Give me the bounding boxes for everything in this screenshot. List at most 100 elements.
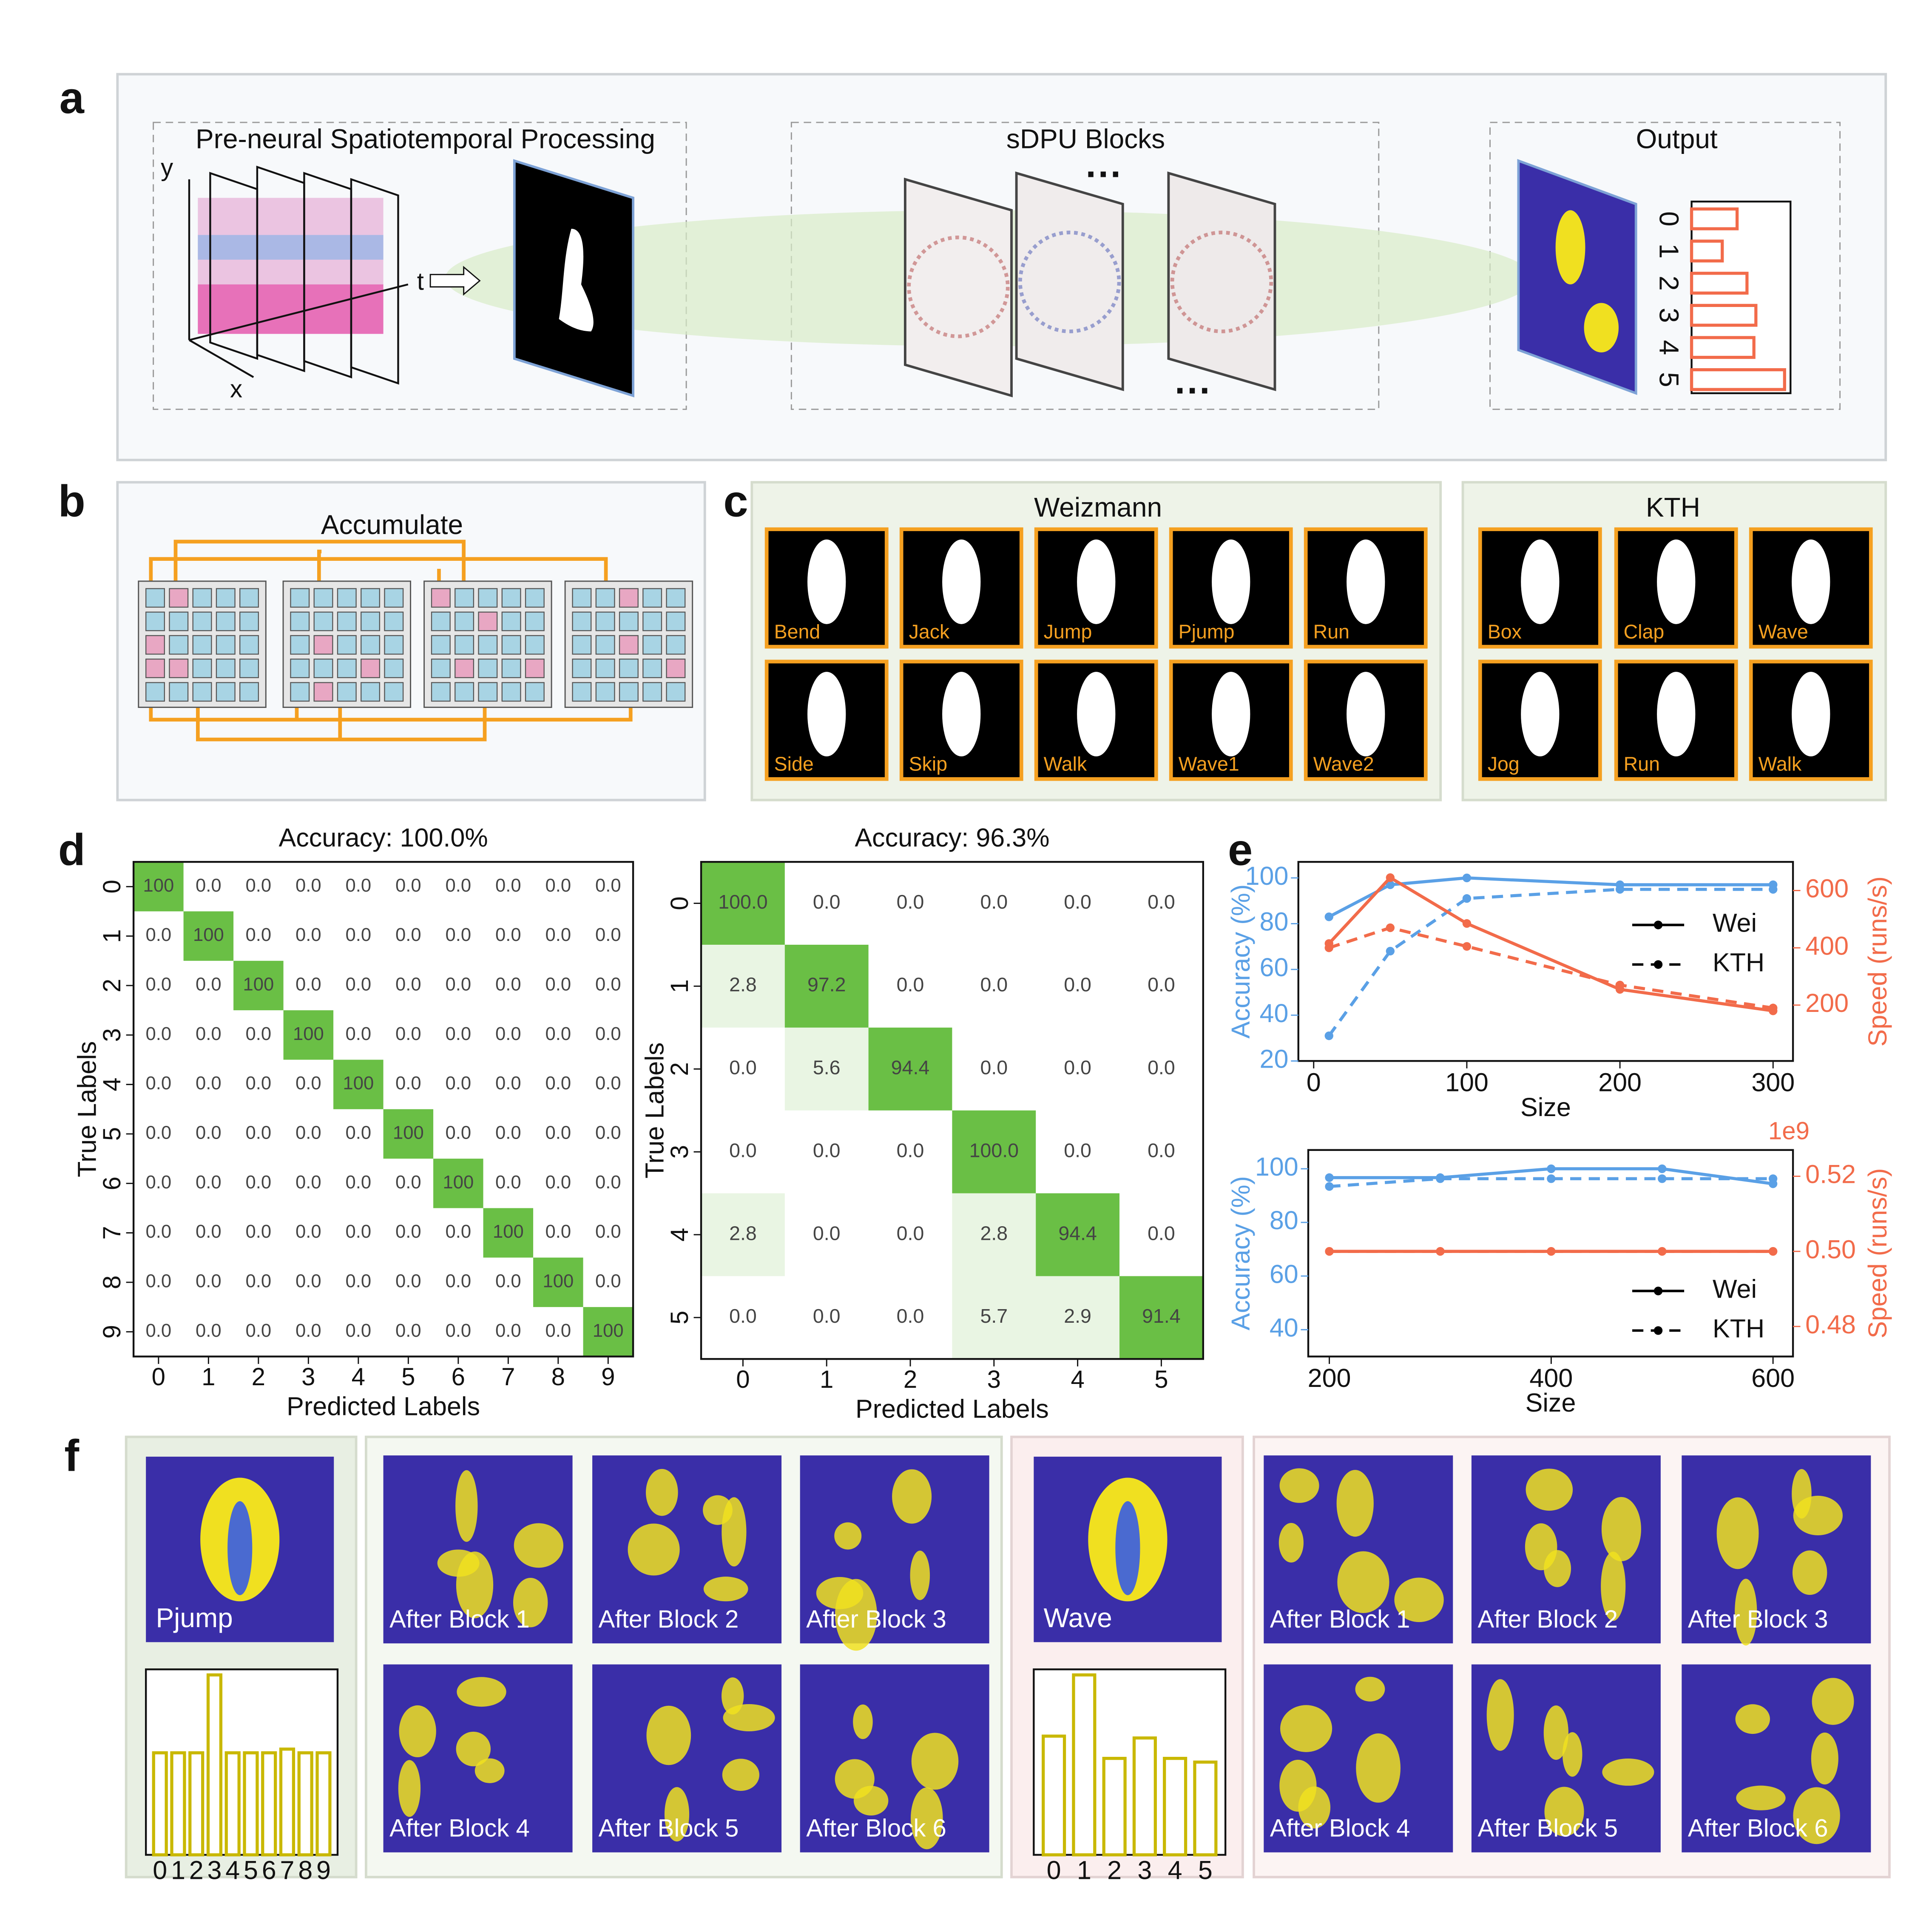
cell-label: 0.0 <box>595 875 621 896</box>
point <box>1325 1247 1334 1256</box>
bar <box>297 1751 313 1857</box>
x-tick-label: 3 <box>987 1366 1001 1393</box>
section-title: Pre-neural Spatiotemporal Processing <box>196 123 655 154</box>
point <box>1386 880 1395 889</box>
cell-label: 0.0 <box>395 1172 421 1193</box>
cell <box>666 588 686 608</box>
cell-label: 0.0 <box>196 1122 222 1143</box>
y-tick-label: 8 <box>98 1276 126 1289</box>
cell-label: 0.0 <box>146 1321 172 1341</box>
x-tick-label: 0 <box>152 1363 165 1391</box>
y-tick-label: 100 <box>1255 1152 1298 1181</box>
cell-label: 94.4 <box>1058 1222 1097 1244</box>
cell <box>216 611 236 631</box>
cell-label: 0.0 <box>446 1271 472 1291</box>
x-tick-label: 2 <box>189 1855 204 1884</box>
silhouette <box>1521 672 1560 757</box>
cell-label: 0.0 <box>495 974 521 994</box>
point <box>1768 1174 1778 1183</box>
cell-label: 100 <box>243 974 274 994</box>
cell <box>384 635 404 655</box>
activation <box>457 1677 506 1707</box>
cell-label: 0.0 <box>446 875 472 896</box>
cell <box>1036 1276 1120 1359</box>
image-label: Wave2 <box>1313 753 1374 775</box>
activation <box>834 1522 862 1550</box>
cell-label: 0.0 <box>595 1172 621 1193</box>
x-tick-label: 6 <box>262 1855 276 1884</box>
point <box>1462 919 1472 928</box>
cell <box>145 611 165 631</box>
cell-label: 0.0 <box>146 974 172 994</box>
cell-label: 100.0 <box>718 891 767 913</box>
class-label: 0 <box>1654 211 1685 227</box>
cell-label: 100 <box>293 1024 324 1044</box>
cell-label: 0.0 <box>980 1057 1008 1079</box>
cell-label: 0.0 <box>196 974 222 994</box>
cell <box>192 682 212 702</box>
cell <box>501 611 521 631</box>
cell <box>361 658 381 678</box>
silhouette-core <box>227 1501 253 1595</box>
legend-dot <box>1653 921 1663 929</box>
cell-label: 0.0 <box>545 1222 571 1242</box>
stage-label: After Block 1 <box>1270 1605 1410 1633</box>
activation <box>1792 1550 1827 1595</box>
cell-label: 0.0 <box>897 974 924 996</box>
cell-label: 0.0 <box>395 1222 421 1242</box>
cell-label: 0.0 <box>346 1172 372 1193</box>
activation <box>646 1469 678 1516</box>
activation <box>1555 210 1585 284</box>
activation <box>399 1705 436 1758</box>
cell-label: 0.0 <box>346 1271 372 1291</box>
image-label: Bend <box>774 620 821 642</box>
cell <box>290 682 310 702</box>
cell <box>952 1193 1036 1276</box>
image-label: Pjump <box>1179 620 1235 642</box>
cell <box>478 611 498 631</box>
cell <box>233 960 284 1011</box>
chart-title: Accuracy: 100.0% <box>279 823 488 852</box>
activation <box>1735 1704 1770 1734</box>
x-tick-label: 5 <box>1198 1855 1213 1884</box>
cell-label: 0.0 <box>395 974 421 994</box>
cell-label: 0.0 <box>395 875 421 896</box>
sdpu-block <box>903 177 1013 398</box>
stage-label: After Block 2 <box>599 1605 739 1633</box>
cell-label: 0.0 <box>495 1122 521 1143</box>
cell <box>478 588 498 608</box>
cell-label: 0.0 <box>813 891 841 913</box>
cell-label: 0.0 <box>495 925 521 945</box>
bar <box>1102 1757 1127 1857</box>
activation <box>474 1758 505 1783</box>
cell-label: 0.0 <box>446 1024 472 1044</box>
cell <box>216 682 236 702</box>
stage-label: After Block 3 <box>1688 1605 1828 1633</box>
output-box <box>1690 200 1792 395</box>
cell <box>619 588 639 608</box>
cell-label: 100 <box>593 1321 624 1341</box>
y-tick-label: 40 <box>1260 999 1289 1028</box>
x-tick-label: 2 <box>252 1363 265 1391</box>
cell <box>384 658 404 678</box>
cell-label: 0.0 <box>346 1122 372 1143</box>
cell-label: 0.0 <box>246 1172 272 1193</box>
stage-label: After Block 6 <box>1688 1815 1828 1842</box>
activation <box>1736 1785 1786 1810</box>
cell <box>313 611 333 631</box>
silhouette <box>807 539 846 624</box>
cell <box>525 658 545 678</box>
silhouette <box>559 229 594 332</box>
cell-label: 0.0 <box>1148 1222 1175 1244</box>
cell-label: 0.0 <box>446 974 472 994</box>
cell-label: 0.0 <box>595 1024 621 1044</box>
x-tick-label: 0 <box>1047 1855 1061 1884</box>
plot-frame <box>132 861 634 1358</box>
legend-dot <box>1653 960 1663 969</box>
section-box <box>153 122 687 410</box>
cell-label: 100 <box>343 1073 374 1094</box>
y2-tick-label: 600 <box>1805 874 1849 903</box>
silhouette <box>1347 539 1385 624</box>
activation <box>1544 1550 1571 1587</box>
output-bar <box>1690 336 1756 359</box>
